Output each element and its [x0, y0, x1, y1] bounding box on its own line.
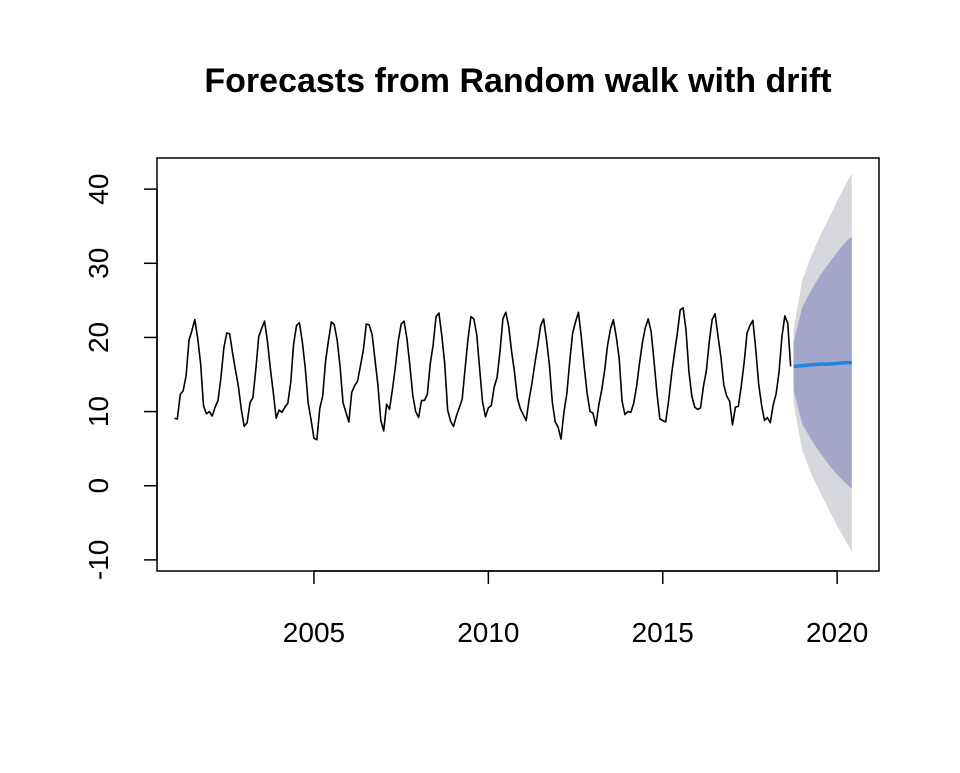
- x-tick-label: 2010: [457, 617, 519, 648]
- x-tick-label: 2020: [806, 617, 868, 648]
- forecast-series: [793, 360, 852, 369]
- y-tick-label: 40: [83, 174, 114, 205]
- chart-title: Forecasts from Random walk with drift: [204, 62, 831, 100]
- x-axis: 2005 2010 2015 2020: [283, 570, 868, 648]
- history-line: [174, 306, 792, 441]
- plot-frame: [156, 157, 880, 572]
- y-axis: -10 0 10 20 30 40: [83, 174, 158, 580]
- y-tick-label: 30: [83, 248, 114, 279]
- forecast-mean-line: [793, 360, 852, 369]
- x-tick-label: 2015: [632, 617, 694, 648]
- x-tick-label: 2005: [283, 617, 345, 648]
- y-tick-label: 0: [83, 478, 114, 494]
- history-series: [174, 306, 792, 441]
- y-tick-label: -10: [83, 540, 114, 580]
- y-tick-label: 10: [83, 396, 114, 427]
- y-tick-label: 20: [83, 322, 114, 353]
